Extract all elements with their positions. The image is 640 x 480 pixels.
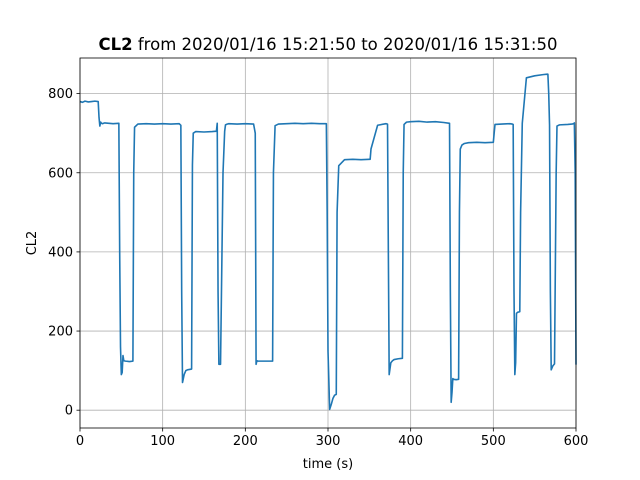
x-tick-label: 400 (398, 434, 423, 449)
y-axis-label: CL2 (25, 231, 40, 256)
plot-area (79, 73, 577, 411)
y-tick-label: 200 (48, 325, 73, 340)
x-axis-label: time (s) (303, 457, 353, 472)
x-tick-label: 300 (316, 434, 341, 449)
axis-ticks: 0 100 200 300 400 500 600 0 200 400 600 800 (48, 87, 588, 449)
x-tick-label: 0 (76, 434, 84, 449)
chart-title: CL2 from 2020/01/16 15:21:50 to 2020/01/… (99, 35, 558, 54)
series-line-cl2 (79, 73, 577, 411)
x-tick-label: 600 (564, 434, 589, 449)
x-tick-label: 200 (233, 434, 258, 449)
chart-title-bold: CL2 (99, 35, 133, 54)
y-tick-label: 600 (48, 166, 73, 181)
y-tick-label: 0 (65, 404, 73, 419)
y-tick-label: 800 (48, 87, 73, 102)
chart-title-rest: from 2020/01/16 15:21:50 to 2020/01/16 1… (133, 35, 558, 54)
y-tick-label: 400 (48, 245, 73, 260)
x-tick-label: 500 (481, 434, 506, 449)
x-tick-label: 100 (150, 434, 175, 449)
